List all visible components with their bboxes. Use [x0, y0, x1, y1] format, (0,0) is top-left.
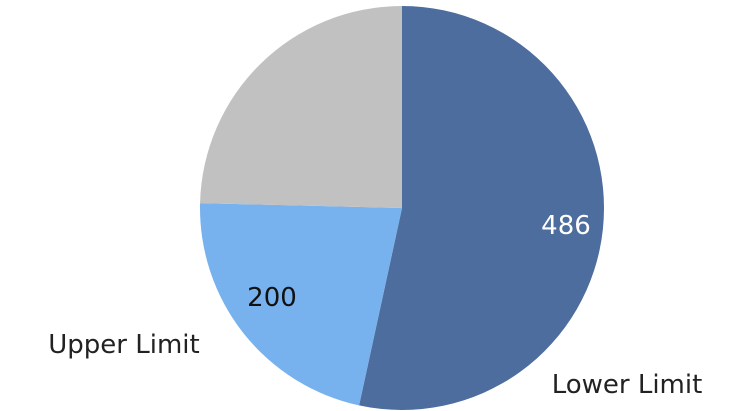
category-label-lower-limit: Lower Limit [552, 370, 703, 400]
category-label-upper-limit: Upper Limit [48, 330, 199, 360]
value-label-upper-limit: 200 [247, 283, 297, 313]
pie-slice-unlabeled [200, 6, 402, 208]
pie-slice-lower-limit [359, 6, 604, 410]
pie-slice-upper-limit [200, 203, 402, 406]
labels-layer: 486 Lower Limit 200 Upper Limit [48, 211, 702, 400]
value-label-lower-limit: 486 [541, 211, 591, 241]
slices-layer [200, 6, 604, 410]
